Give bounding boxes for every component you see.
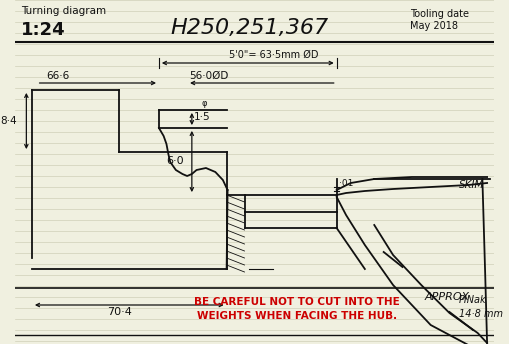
Text: 8·4: 8·4	[1, 116, 17, 126]
Text: WEIGHTS WHEN FACING THE HUB.: WEIGHTS WHEN FACING THE HUB.	[197, 311, 397, 321]
Text: Tooling date: Tooling date	[410, 9, 469, 19]
Text: 1:24: 1:24	[21, 21, 65, 39]
Text: BE CAREFUL NOT TO CUT INTO THE: BE CAREFUL NOT TO CUT INTO THE	[194, 297, 400, 307]
Text: Turning diagram: Turning diagram	[21, 6, 106, 16]
Text: 56·0ØD: 56·0ØD	[189, 71, 229, 81]
Text: H250,251,367: H250,251,367	[170, 18, 328, 38]
Text: SKIM: SKIM	[459, 180, 484, 190]
Text: May 2018: May 2018	[410, 21, 458, 31]
Text: φ: φ	[201, 99, 207, 108]
Text: 1·5: 1·5	[194, 112, 210, 122]
Text: 70·4: 70·4	[107, 307, 132, 317]
Text: 5'0"= 63·5mm ØD: 5'0"= 63·5mm ØD	[229, 50, 318, 60]
Text: APPROX: APPROX	[424, 292, 469, 302]
Text: PINak
14·8 mm: PINak 14·8 mm	[459, 295, 503, 319]
Text: 6·0: 6·0	[166, 156, 184, 166]
Text: 66·6: 66·6	[46, 71, 69, 81]
Text: ·01: ·01	[340, 179, 354, 187]
